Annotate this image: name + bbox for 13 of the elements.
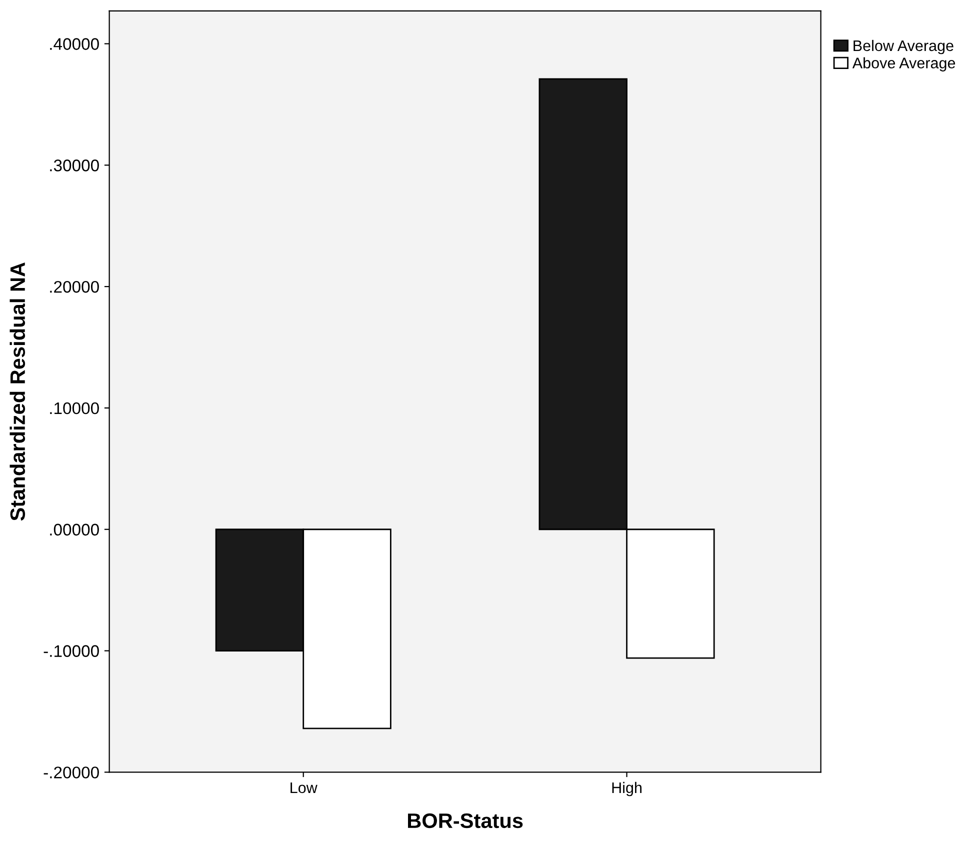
legend-label: Above Average bbox=[852, 57, 956, 72]
y-tick-label: .20000 bbox=[50, 280, 99, 293]
y-tick-label: .40000 bbox=[50, 38, 99, 50]
x-tick-label: High bbox=[612, 782, 642, 796]
y-axis-title: Standardized Residual NA bbox=[10, 262, 26, 521]
y-tick-label: -.10000 bbox=[44, 645, 99, 657]
x-axis-title: BOR-Status bbox=[408, 813, 523, 828]
y-tick-label: .30000 bbox=[50, 160, 99, 172]
y-tick-label: .10000 bbox=[50, 402, 99, 414]
y-tick-label: .00000 bbox=[50, 524, 99, 536]
legend-label: Below Average bbox=[854, 40, 954, 54]
y-tick-label: -.20000 bbox=[44, 766, 99, 778]
x-tick-label: Low bbox=[290, 782, 318, 794]
